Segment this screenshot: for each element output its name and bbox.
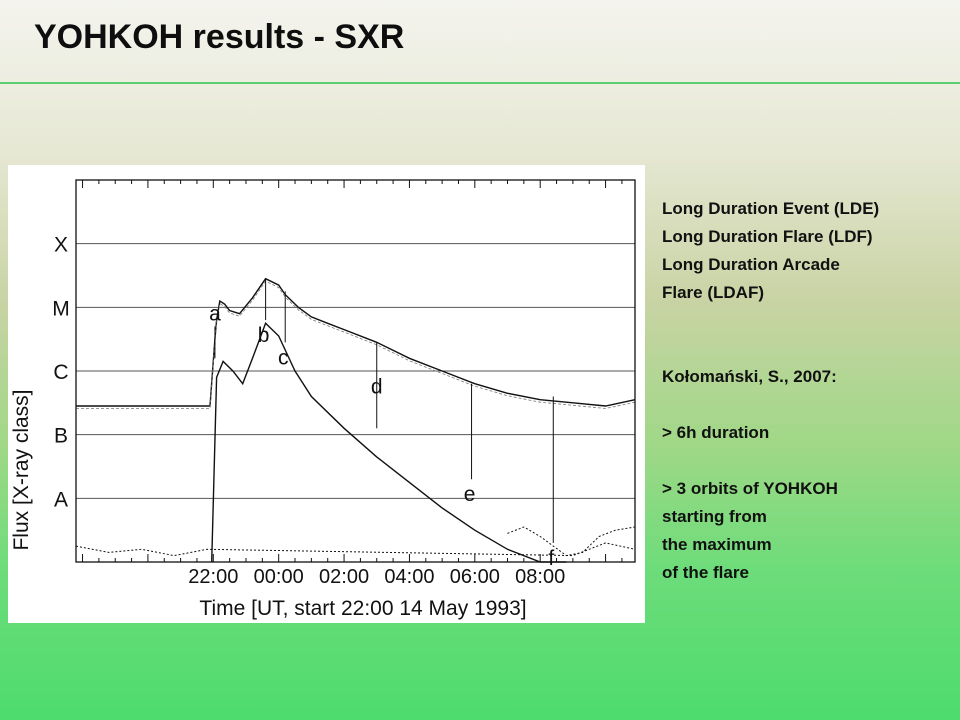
y-tick-label: C bbox=[53, 361, 68, 384]
y-tick-label: B bbox=[54, 425, 68, 448]
x-axis-label: Time [UT, start 22:00 14 May 1993] bbox=[199, 597, 526, 620]
x-tick-label: 06:00 bbox=[450, 566, 500, 588]
sxr-light-curve-chart: a bc d e f X M C B A 22:00 00:00 02:00 04:00 06:00 08:… bbox=[10, 179, 636, 620]
annotation-label: a bbox=[209, 302, 221, 325]
series-line bbox=[211, 322, 567, 563]
plot-frame bbox=[75, 179, 636, 563]
criterion-duration: > 6h duration bbox=[662, 423, 770, 442]
citation: Kołomański, S., 2007: bbox=[662, 367, 837, 386]
y-axis-label: Flux [X-ray class] bbox=[10, 389, 33, 550]
y-tick-label: A bbox=[54, 488, 68, 511]
definition-line: Long Duration Event (LDE) bbox=[662, 199, 880, 218]
definition-line: Long Duration Flare (LDF) bbox=[662, 227, 873, 246]
definition-line: Long Duration Arcade bbox=[662, 255, 840, 274]
x-tick-label: 22:00 bbox=[188, 566, 238, 588]
annotation-label: b bbox=[258, 324, 270, 347]
criterion-orbits: of the flare bbox=[662, 563, 749, 582]
series-line bbox=[76, 277, 636, 407]
annotation-label: c bbox=[278, 346, 289, 369]
x-tick-label: 02:00 bbox=[319, 566, 369, 588]
definition-line: Flare (LDAF) bbox=[662, 283, 764, 302]
x-tick-label: 08:00 bbox=[515, 566, 565, 588]
x-tick-label: 00:00 bbox=[254, 566, 304, 588]
x-tick-label: 04:00 bbox=[384, 566, 434, 588]
series-line bbox=[75, 542, 636, 557]
annotation-label: f bbox=[548, 547, 554, 570]
series-line bbox=[76, 280, 636, 409]
side-notes: Long Duration Event (LDE) Long Duration … bbox=[662, 195, 952, 587]
y-tick-label: M bbox=[52, 297, 70, 320]
annotation-label: e bbox=[464, 483, 476, 506]
criterion-orbits: the maximum bbox=[662, 535, 772, 554]
y-tick-label: X bbox=[54, 234, 68, 257]
criterion-orbits: > 3 orbits of YOHKOH bbox=[662, 479, 838, 498]
slide-title: YOHKOH results - SXR bbox=[34, 18, 405, 56]
criterion-orbits: starting from bbox=[662, 507, 767, 526]
annotation-label: d bbox=[371, 375, 383, 398]
series-line bbox=[507, 526, 636, 557]
title-divider bbox=[0, 82, 960, 84]
